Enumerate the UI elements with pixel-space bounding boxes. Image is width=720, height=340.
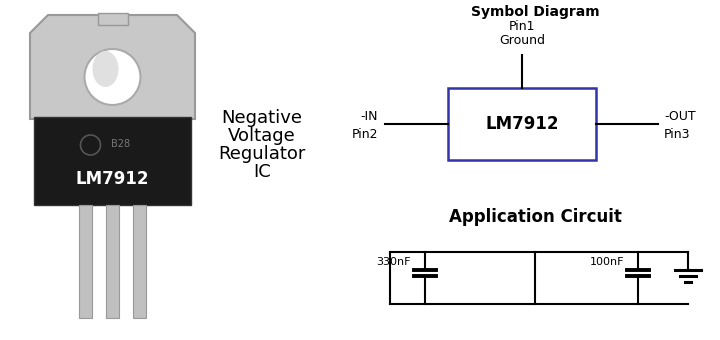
Text: B28: B28 (111, 139, 130, 149)
Text: IC: IC (253, 163, 271, 181)
Text: -IN: -IN (361, 109, 378, 122)
Circle shape (84, 49, 140, 105)
Text: Voltage: Voltage (228, 127, 296, 145)
Text: Ground: Ground (499, 34, 545, 47)
Text: LM7912: LM7912 (485, 115, 559, 133)
Text: Pin1: Pin1 (509, 19, 535, 33)
Text: Pin2: Pin2 (351, 128, 378, 140)
Bar (106, 205, 119, 318)
Text: Symbol Diagram: Symbol Diagram (471, 5, 599, 19)
Text: Application Circuit: Application Circuit (449, 208, 621, 226)
Polygon shape (30, 15, 195, 119)
Text: Negative: Negative (222, 109, 302, 127)
Bar (97, 13, 127, 25)
Bar (79, 205, 92, 318)
Bar (448, 88, 596, 160)
Bar (133, 205, 146, 318)
Text: Regulator: Regulator (218, 145, 306, 163)
Text: LM7912: LM7912 (76, 170, 149, 188)
Text: 100nF: 100nF (590, 257, 624, 267)
Text: 330nF: 330nF (377, 257, 411, 267)
Ellipse shape (92, 51, 119, 87)
Text: Pin3: Pin3 (664, 128, 690, 140)
Text: -OUT: -OUT (664, 109, 696, 122)
Bar (34, 117, 191, 205)
